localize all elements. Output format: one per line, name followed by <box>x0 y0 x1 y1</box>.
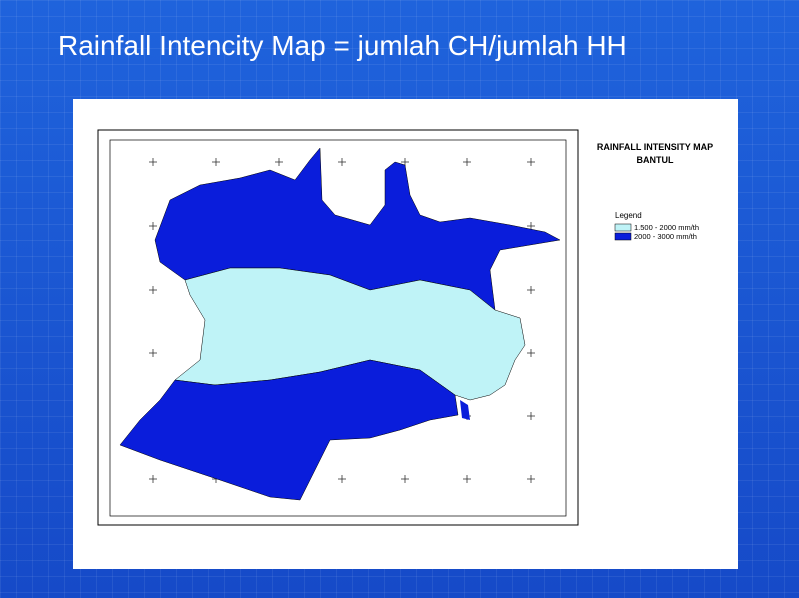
legend-label: 1.500 - 2000 mm/th <box>634 223 699 232</box>
slide-title: Rainfall Intencity Map = jumlah CH/jumla… <box>58 30 627 61</box>
map-title: RAINFALL INTENSITY MAP <box>597 142 713 152</box>
map-inner-frame <box>109 139 567 517</box>
map-subtitle: BANTUL <box>637 155 674 165</box>
map-panel: RAINFALL INTENSITY MAP BANTUL Legend 1.5… <box>73 99 738 569</box>
map: RAINFALL INTENSITY MAP BANTUL Legend 1.5… <box>97 129 713 526</box>
legend-label: 2000 - 3000 mm/th <box>634 232 697 241</box>
legend-title: Legend <box>615 211 642 220</box>
legend-swatch <box>614 232 632 241</box>
legend-swatch <box>614 223 632 232</box>
zone-high-islet <box>460 400 470 420</box>
zone-high-south <box>119 359 459 501</box>
map-frame <box>97 129 579 526</box>
